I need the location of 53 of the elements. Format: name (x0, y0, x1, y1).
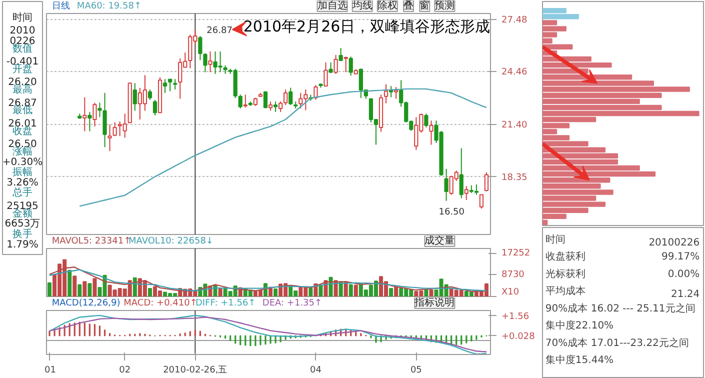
text: 除权 (377, 0, 398, 12)
text: 时间 (545, 233, 566, 246)
annotation: 16.50 (438, 208, 465, 218)
y-tick-label: 8730 (502, 270, 525, 280)
text: DEA: +1.35↑ (262, 298, 322, 308)
x-tick-label: 04 (310, 366, 322, 376)
text: 平均成本 (545, 285, 586, 298)
text: 均线 (351, 0, 372, 12)
y-tick-label: 21.40 (502, 120, 528, 130)
annotation: 2010年2月26日，双峰填谷形态形成 (243, 18, 490, 36)
text: 90%成本 16.02 --- 25.11元之间 (545, 302, 696, 314)
annotation: 26.87 (206, 26, 232, 36)
text: 集中度15.44% (545, 354, 614, 366)
text: 70%成本 17.01---23.22元之间 (545, 336, 689, 349)
y-tick-label: 17252 (502, 248, 530, 259)
text: 最低 (12, 105, 32, 116)
text: 数值 (12, 43, 32, 54)
text: +0.30% (2, 156, 43, 168)
x-tick-label: 2010-02-26,五 (163, 366, 228, 376)
text: 光标获利 (545, 268, 586, 280)
chart-title: MACD(12,26,9) (52, 298, 120, 308)
text: 0.00% (668, 268, 700, 280)
text: 叠 (404, 0, 414, 12)
x-tick-label: 01 (44, 366, 56, 376)
y-tick-label: X10 (502, 288, 520, 298)
text: 指标说明 (414, 296, 455, 308)
text: 6653万 (4, 218, 40, 230)
text: 2010 (10, 26, 36, 37)
text: 总手 (12, 186, 32, 199)
text: 3.26% (6, 177, 38, 188)
x-tick-label: 05 (410, 366, 422, 376)
y-tick-label: +1.56 (502, 312, 530, 322)
text: 时间 (12, 11, 32, 24)
text: 加自选 (317, 0, 348, 12)
y-tick-label: +0.028 (502, 332, 536, 342)
text: MA60: 19.58↑ (76, 2, 142, 12)
text: 21.24 (670, 289, 700, 300)
text: MAVOL10: 22658↓ (128, 236, 214, 246)
y-tick-label: 18.35 (502, 173, 528, 184)
text: 预测 (434, 0, 455, 12)
text: 换手 (12, 228, 32, 240)
chart-title: 日线 (52, 0, 70, 12)
text: 1.79% (6, 239, 38, 250)
y-tick-label: 27.48 (502, 16, 528, 26)
text: 99.17% (661, 252, 700, 263)
x-tick-label: 02 (119, 366, 131, 376)
series-label: DIFF: +1.56↑ (195, 298, 256, 308)
y-tick-label: 24.46 (502, 68, 528, 78)
text: 20100226 (648, 237, 700, 248)
text: 收盘获利 (545, 250, 586, 263)
text: 集中度22.10% (545, 320, 614, 332)
text: MACD: +0.410↑ (124, 298, 198, 308)
text: 振幅 (12, 166, 32, 178)
